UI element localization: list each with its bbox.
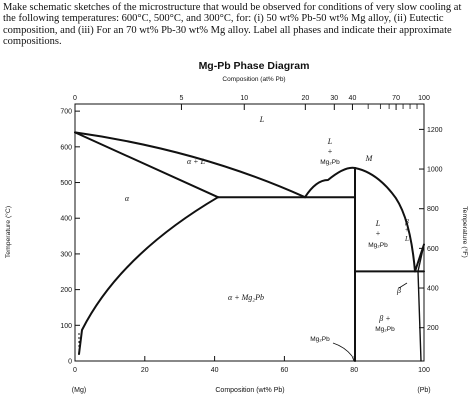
region-beta-mg2pb-beta: β + bbox=[378, 314, 390, 323]
top-axis-ticks: 0 5 10 20 30 40 70 100 bbox=[73, 95, 430, 110]
left-tick-label: 300 bbox=[60, 251, 72, 258]
region-beta-l-plus: + bbox=[405, 226, 409, 234]
pb-end-label: (Pb) bbox=[417, 387, 430, 394]
bottom-tick-label: 20 bbox=[141, 367, 149, 374]
top-tick-label: 0 bbox=[73, 95, 77, 102]
region-beta-mg2pb-compound: Mg₂Pb bbox=[375, 326, 395, 333]
solidus-alpha-line bbox=[74, 131, 219, 199]
top-tick-label: 100 bbox=[418, 95, 430, 102]
left-tick-label: 500 bbox=[60, 180, 72, 187]
region-beta-label: β bbox=[396, 286, 401, 295]
region-l-mg2pb-left-plus: + bbox=[328, 147, 333, 156]
mg2pb-leader-line bbox=[332, 342, 353, 357]
diagram-title: Mg-Pb Phase Diagram bbox=[199, 60, 310, 72]
region-alpha-label: α bbox=[125, 194, 130, 203]
mg2pb-compound-label: Mg₂Pb bbox=[310, 336, 330, 343]
right-tick-label: 400 bbox=[427, 286, 439, 293]
top-tick-label: 40 bbox=[349, 95, 357, 102]
right-axis-title: Temperature (°F) bbox=[461, 206, 469, 257]
problem-statement: Make schematic sketches of the microstru… bbox=[3, 2, 462, 48]
left-tick-label: 400 bbox=[60, 216, 72, 223]
bottom-tick-label: 40 bbox=[211, 367, 219, 374]
region-l-mg2pb-left-l: L bbox=[327, 137, 333, 146]
top-tick-label: 10 bbox=[240, 95, 248, 102]
region-liquid-label: L bbox=[259, 115, 265, 124]
region-beta-l-liquid: L bbox=[404, 235, 409, 243]
region-alpha-mg2pb-label: α + Mg₂Pb bbox=[228, 293, 264, 302]
liquidus-alpha-line bbox=[74, 131, 306, 199]
left-tick-label: 200 bbox=[60, 287, 72, 294]
liquidus-mg2pb-right bbox=[354, 167, 416, 273]
left-tick-label: 700 bbox=[60, 109, 72, 116]
mg2pb-leader-tip bbox=[351, 355, 355, 362]
right-tick-label: 1000 bbox=[427, 167, 443, 174]
liquidus-mg2pb-left bbox=[304, 166, 356, 199]
top-tick-label: 30 bbox=[330, 95, 338, 102]
bottom-axis-ticks: 0 20 40 60 80 100 bbox=[73, 356, 430, 374]
right-axis-ticks: 200 400 600 800 1000 1200 bbox=[419, 127, 443, 332]
region-l-mg2pb-right-plus: + bbox=[376, 229, 381, 238]
bottom-tick-label: 100 bbox=[418, 367, 430, 374]
right-tick-label: 800 bbox=[427, 206, 439, 213]
bottom-tick-label: 60 bbox=[281, 367, 289, 374]
left-tick-label: 100 bbox=[60, 323, 72, 330]
leader-lines bbox=[332, 282, 408, 362]
bottom-tick-label: 80 bbox=[350, 367, 358, 374]
left-axis-title: Temperature (°C) bbox=[4, 206, 12, 258]
beta-leader-line bbox=[398, 282, 408, 289]
bottom-axis-title: Composition (wt% Pb) bbox=[215, 387, 284, 394]
top-axis-label: Composition (at% Pb) bbox=[222, 76, 285, 83]
mg-end-label: (Mg) bbox=[72, 387, 86, 394]
bottom-tick-label: 0 bbox=[73, 367, 77, 374]
right-tick-label: 200 bbox=[427, 325, 439, 332]
region-l-mg2pb-left-compound: Mg₂Pb bbox=[320, 159, 340, 166]
right-tick-label: 600 bbox=[427, 246, 439, 253]
region-l-mg2pb-right-compound: Mg₂Pb bbox=[368, 242, 388, 249]
phase-boundaries bbox=[74, 131, 425, 362]
plot-frame bbox=[74, 103, 425, 362]
right-tick-label: 1200 bbox=[427, 127, 443, 134]
left-axis-ticks: 0 100 200 300 400 500 600 700 bbox=[60, 109, 80, 366]
top-tick-label: 5 bbox=[179, 95, 183, 102]
region-alpha-liquid-label: α + L bbox=[187, 157, 206, 166]
region-l-mg2pb-right-l: L bbox=[375, 219, 381, 228]
region-beta-l-beta: β bbox=[404, 218, 409, 226]
congruent-point-label: M bbox=[365, 154, 374, 163]
left-tick-label: 600 bbox=[60, 144, 72, 151]
solvus-alpha-line bbox=[78, 196, 219, 355]
solvus-beta-line bbox=[417, 243, 425, 362]
left-tick-label: 0 bbox=[68, 359, 72, 366]
top-tick-label: 20 bbox=[301, 95, 309, 102]
top-tick-label: 70 bbox=[392, 95, 400, 102]
